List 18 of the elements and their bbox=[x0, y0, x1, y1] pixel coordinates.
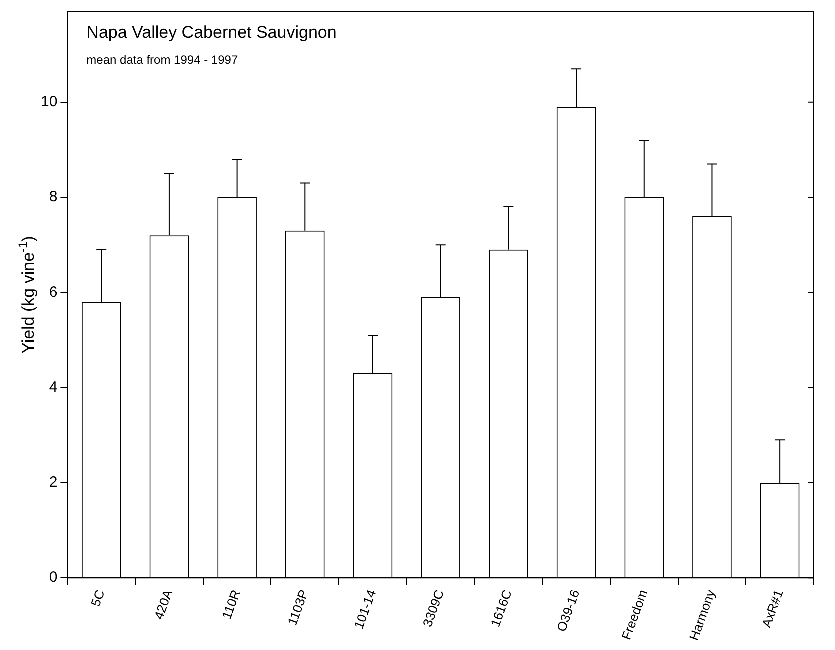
text: mean data from 1994 - 1997 bbox=[86, 53, 238, 67]
y-tick-label: 2 bbox=[49, 474, 58, 492]
x-tick-label: 1103P bbox=[284, 588, 312, 628]
x-tick-label: 1616C bbox=[488, 588, 515, 629]
x-tick-label: AxR#1 bbox=[758, 588, 786, 630]
x-tick-label: 420A bbox=[151, 588, 176, 622]
text: Napa Valley Cabernet Sauvignon bbox=[86, 23, 337, 42]
x-tick-label: 5C bbox=[88, 588, 108, 609]
x-tick-label: O39-16 bbox=[554, 588, 583, 634]
x-tick-label: 110R bbox=[219, 588, 244, 622]
y-tick-label: 4 bbox=[49, 378, 58, 396]
y-tick-label: 6 bbox=[49, 284, 58, 301]
y-tick-label: 10 bbox=[40, 94, 58, 111]
x-tick-label: 3309C bbox=[420, 588, 448, 629]
x-tick-label: 101-14 bbox=[351, 588, 380, 632]
y-tick-label: 0 bbox=[49, 569, 58, 586]
y-tick-label: 8 bbox=[49, 188, 58, 206]
y-axis-title: Yield (kg vine-1) bbox=[16, 236, 38, 354]
